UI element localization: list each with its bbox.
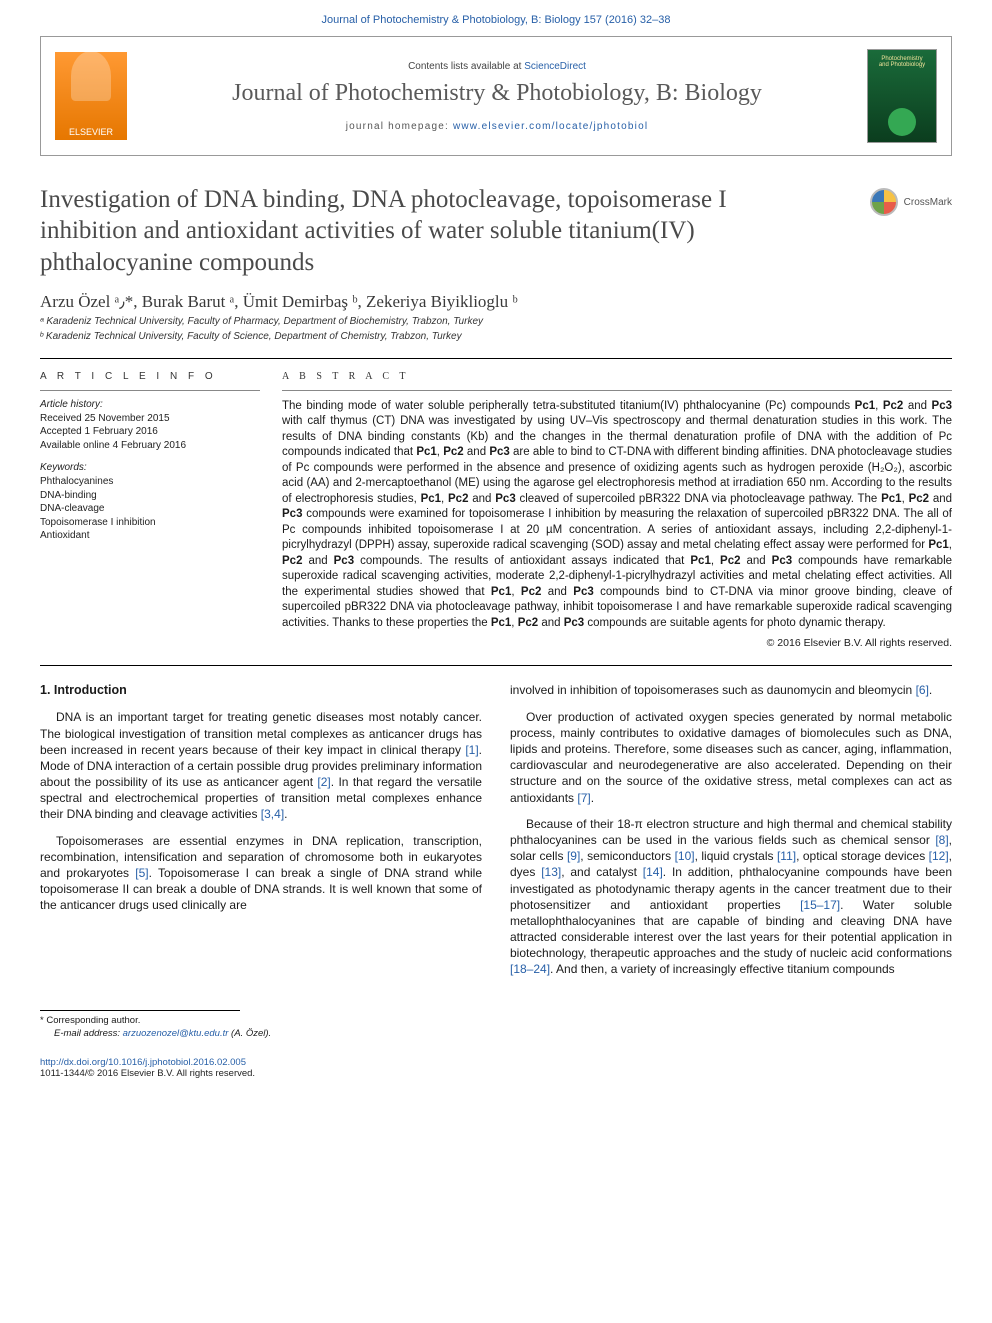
info-rule-1 bbox=[40, 390, 260, 391]
abstract: A B S T R A C T The binding mode of wate… bbox=[282, 359, 952, 650]
footer: * Corresponding author. E-mail address: … bbox=[40, 1010, 952, 1079]
kw-1: Phthalocyanines bbox=[40, 475, 260, 489]
para-l2: Topoisomerases are essential enzymes in … bbox=[40, 833, 482, 914]
article-info: A R T I C L E I N F O Article history: R… bbox=[40, 359, 260, 650]
abstract-copyright: © 2016 Elsevier B.V. All rights reserved… bbox=[282, 637, 952, 649]
kw-2: DNA-binding bbox=[40, 489, 260, 503]
corresponding-email-line: E-mail address: arzuozenozel@ktu.edu.tr … bbox=[54, 1028, 952, 1039]
corresponding-author: * Corresponding author. bbox=[40, 1010, 240, 1026]
history-label: Article history: bbox=[40, 399, 260, 410]
keywords-label: Keywords: bbox=[40, 462, 260, 473]
cover-badge-icon bbox=[888, 108, 916, 136]
para-l1: DNA is an important target for treating … bbox=[40, 709, 482, 822]
header-center: Contents lists available at ScienceDirec… bbox=[127, 61, 867, 132]
contents-prefix: Contents lists available at bbox=[408, 61, 524, 72]
title-block: CrossMark Investigation of DNA binding, … bbox=[40, 184, 952, 278]
journal-header: ELSEVIER Contents lists available at Sci… bbox=[40, 36, 952, 156]
sciencedirect-link[interactable]: ScienceDirect bbox=[524, 61, 586, 72]
cover-text-2: and Photobiology bbox=[879, 62, 925, 68]
email-link[interactable]: arzuozenozel@ktu.edu.tr bbox=[123, 1028, 229, 1039]
para-r3: Because of their 18-π electron structure… bbox=[510, 816, 952, 978]
homepage-prefix: journal homepage: bbox=[346, 121, 453, 132]
history-2: Accepted 1 February 2016 bbox=[40, 425, 260, 439]
history-1: Received 25 November 2015 bbox=[40, 412, 260, 426]
intro-heading: 1. Introduction bbox=[40, 682, 482, 699]
affiliation-b: ᵇ Karadeniz Technical University, Facult… bbox=[40, 331, 952, 342]
email-label: E-mail address: bbox=[54, 1028, 123, 1039]
crossmark-icon bbox=[870, 188, 898, 216]
journal-cover-thumb: Photochemistry and Photobiology bbox=[867, 49, 937, 143]
abs-rule-1 bbox=[282, 390, 952, 391]
affiliation-a: ᵃ Karadeniz Technical University, Facult… bbox=[40, 316, 952, 327]
info-abstract-row: A R T I C L E I N F O Article history: R… bbox=[40, 359, 952, 650]
crossmark[interactable]: CrossMark bbox=[870, 188, 952, 216]
issn-copyright: 1011-1344/© 2016 Elsevier B.V. All right… bbox=[40, 1068, 952, 1079]
article-title: Investigation of DNA binding, DNA photoc… bbox=[40, 184, 810, 278]
doi-link[interactable]: http://dx.doi.org/10.1016/j.jphotobiol.2… bbox=[40, 1057, 952, 1068]
journal-name: Journal of Photochemistry & Photobiology… bbox=[127, 80, 867, 107]
journal-homepage-link[interactable]: www.elsevier.com/locate/jphotobiol bbox=[453, 121, 648, 132]
kw-5: Antioxidant bbox=[40, 529, 260, 543]
abstract-label: A B S T R A C T bbox=[282, 371, 952, 382]
crossmark-label: CrossMark bbox=[904, 197, 952, 208]
email-suffix: (A. Özel). bbox=[228, 1028, 271, 1039]
abstract-text: The binding mode of water soluble periph… bbox=[282, 399, 952, 632]
para-r1: involved in inhibition of topoisomerases… bbox=[510, 682, 952, 698]
journal-homepage-line: journal homepage: www.elsevier.com/locat… bbox=[127, 121, 867, 132]
para-r2: Over production of activated oxygen spec… bbox=[510, 709, 952, 806]
elsevier-logo: ELSEVIER bbox=[55, 52, 127, 140]
elsevier-label: ELSEVIER bbox=[69, 127, 113, 137]
rule-2 bbox=[40, 665, 952, 666]
kw-4: Topoisomerase I inhibition bbox=[40, 516, 260, 530]
kw-3: DNA-cleavage bbox=[40, 502, 260, 516]
running-head: Journal of Photochemistry & Photobiology… bbox=[0, 0, 992, 32]
body-columns: 1. Introduction DNA is an important targ… bbox=[40, 682, 952, 987]
history-3: Available online 4 February 2016 bbox=[40, 439, 260, 453]
article-info-label: A R T I C L E I N F O bbox=[40, 371, 260, 382]
contents-list-line: Contents lists available at ScienceDirec… bbox=[127, 61, 867, 72]
keywords-block: Keywords: Phthalocyanines DNA-binding DN… bbox=[40, 462, 260, 543]
elsevier-tree-icon bbox=[71, 51, 111, 101]
left-column: 1. Introduction DNA is an important targ… bbox=[40, 682, 482, 987]
authors-line: Arzu Özel ᵃ٫*, Burak Barut ᵃ, Ümit Demir… bbox=[40, 292, 952, 312]
right-column: involved in inhibition of topoisomerases… bbox=[510, 682, 952, 987]
